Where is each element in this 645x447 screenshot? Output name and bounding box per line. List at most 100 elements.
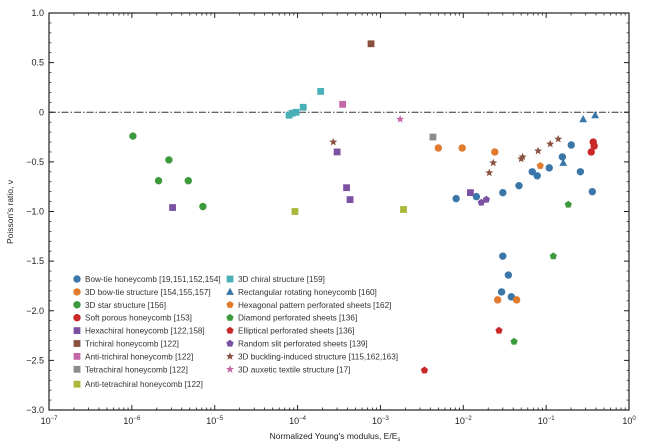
data-point <box>546 139 555 148</box>
x-axis-label-subscript: s <box>397 437 400 443</box>
series-group <box>169 148 474 211</box>
data-point <box>567 141 575 149</box>
legend-label: 3D chiral structure [159] <box>238 275 325 284</box>
data-point <box>528 168 536 176</box>
y-tick-label: −2.0 <box>26 306 44 316</box>
data-point <box>579 114 588 123</box>
legend-marker <box>226 365 234 373</box>
data-point <box>472 192 481 201</box>
series-group <box>434 144 521 304</box>
data-point <box>396 114 405 123</box>
series-group <box>429 133 437 141</box>
data-point <box>489 158 498 167</box>
legend-label: Anti-tetrachiral honeycomb [122] <box>85 380 203 389</box>
y-tick-label: 0.5 <box>31 58 44 68</box>
x-tick-label-exponent: −7 <box>51 416 59 422</box>
data-point <box>558 153 567 161</box>
legend-item: Soft porous honeycomb [153] <box>73 314 192 323</box>
data-point <box>512 296 521 304</box>
x-tick-label-exponent: −4 <box>299 416 307 422</box>
data-point <box>495 326 503 334</box>
y-tick-label: −1.0 <box>26 207 44 217</box>
series-group <box>129 132 207 211</box>
legend-item: Anti-tetrachiral honeycomb [122] <box>73 380 203 389</box>
series-group <box>536 162 544 169</box>
legend-marker <box>226 339 234 347</box>
data-point <box>434 144 443 152</box>
legend-item: 3D star structure [156] <box>73 301 166 310</box>
legend-item: Trichiral honeycomb [122] <box>73 340 179 349</box>
x-tick-label-exponent: −1 <box>548 416 556 422</box>
legend-label: Bow-tie honeycomb [19,151,152,154] <box>85 275 221 284</box>
legend-marker <box>73 288 81 296</box>
data-point <box>517 154 526 163</box>
x-tick-label-base: 10 <box>123 416 133 426</box>
data-point <box>564 200 572 208</box>
series-group <box>291 206 407 215</box>
data-point <box>493 296 502 304</box>
legend-label: Rectangular rotating honeycomb [160] <box>238 288 377 297</box>
x-tick-label-base: 10 <box>372 416 382 426</box>
data-point <box>591 111 600 119</box>
series-group <box>420 326 503 374</box>
y-tick-label: −3.0 <box>26 405 44 415</box>
legend-label: Trichiral honeycomb [122] <box>85 340 179 349</box>
data-point <box>491 148 499 156</box>
legend-marker <box>226 352 234 360</box>
legend-label: Random slit perforated sheets [139] <box>238 340 368 349</box>
legend-label: Elliptical perforated sheets [136] <box>238 327 355 336</box>
legend-label: Tetrachiral honeycomb [122] <box>85 365 188 374</box>
data-point <box>510 337 518 345</box>
data-point <box>154 177 163 185</box>
legend-item: Hexagonal pattern perforated sheets [162… <box>226 301 391 310</box>
legend-marker <box>226 313 234 321</box>
data-point <box>533 172 541 180</box>
data-point <box>299 103 307 111</box>
legend-marker <box>73 301 81 309</box>
x-axis-label: Normalized Young's modulus, E/Es <box>270 431 401 443</box>
legend-label: Diamond perforated sheets [136] <box>238 314 357 323</box>
data-point <box>576 168 585 176</box>
legend-item: Anti-trichiral honeycomb [122] <box>73 352 193 361</box>
x-tick-label-base: 10 <box>206 416 216 426</box>
legend-item: Rectangular rotating honeycomb [160] <box>226 287 377 297</box>
series-group <box>559 111 600 166</box>
data-marks <box>129 40 600 374</box>
legend-marker <box>73 327 81 334</box>
data-point <box>504 271 513 279</box>
data-point <box>184 177 193 185</box>
data-point <box>292 108 300 116</box>
legend-item: 3D auxetic textile structure [17] <box>226 365 350 374</box>
axes: 10−7 10−6 10−5 10−4 10−3 10−2 10−1 1001.00.50−0… <box>26 8 636 426</box>
y-tick-label: 0 <box>39 107 44 117</box>
data-point <box>499 188 507 197</box>
data-point <box>165 156 173 164</box>
data-point <box>549 252 557 260</box>
legend-label: 3D star structure [156] <box>85 301 166 310</box>
y-tick-label: −0.5 <box>26 157 44 167</box>
legend-item: Tetrachiral honeycomb [122] <box>73 365 188 374</box>
data-point <box>518 152 527 161</box>
x-tick-label: 10−6 <box>123 416 141 426</box>
data-point <box>536 162 544 169</box>
data-point <box>485 168 494 177</box>
x-tick-label: 10−4 <box>289 416 307 426</box>
data-point <box>497 288 506 296</box>
series-group <box>477 195 490 206</box>
x-tick-label: 10−2 <box>455 416 473 426</box>
series-group <box>339 100 347 108</box>
data-point <box>590 142 598 150</box>
x-tick-label: 10−5 <box>206 416 224 426</box>
data-point <box>545 164 553 172</box>
data-point <box>559 158 568 166</box>
series-group <box>285 88 325 119</box>
data-point <box>467 189 474 197</box>
legend-marker <box>226 275 234 283</box>
data-point <box>129 132 137 140</box>
y-tick-label: 1.0 <box>31 8 44 18</box>
legend-marker <box>226 326 234 334</box>
legend-label: Soft porous honeycomb [153] <box>85 314 192 323</box>
legend-marker <box>73 275 81 283</box>
legend-marker <box>226 301 234 308</box>
